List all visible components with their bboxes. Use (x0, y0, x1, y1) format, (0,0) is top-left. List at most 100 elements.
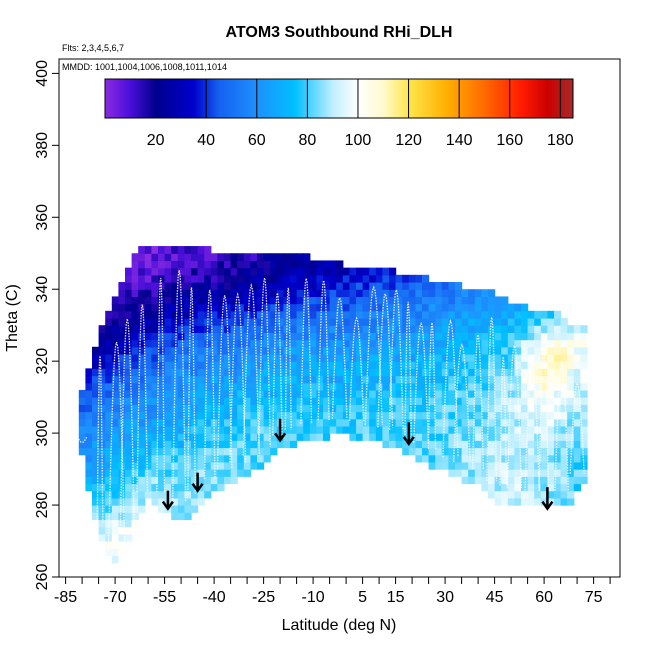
rhi-cell (303, 418, 311, 427)
rhi-cell (547, 353, 555, 362)
rhi-cell (111, 296, 119, 305)
rhi-cell (131, 375, 139, 384)
rhi-cell (534, 325, 542, 333)
rhi-cell (448, 339, 456, 348)
rhi-cell (243, 411, 251, 420)
rhi-cell (501, 310, 509, 319)
rhi-cell (111, 555, 119, 564)
rhi-cell (336, 303, 344, 312)
rhi-cell (488, 483, 496, 492)
rhi-cell (309, 361, 317, 369)
rhi-cell (270, 440, 278, 449)
rhi-cell (349, 361, 357, 369)
rhi-cell (118, 325, 126, 333)
rhi-cell (468, 310, 476, 319)
rhi-cell (230, 303, 238, 312)
rhi-cell (111, 469, 119, 477)
rhi-cell (547, 440, 555, 449)
rhi-cell (131, 433, 139, 441)
rhi-cell (158, 368, 166, 377)
rhi-cell (296, 418, 304, 427)
rhi-cell (290, 433, 298, 441)
rhi-cell (527, 490, 535, 499)
rhi-cell (105, 404, 113, 413)
rhi-cell (395, 332, 403, 341)
rhi-cell (507, 447, 515, 456)
rhi-cell (98, 339, 106, 348)
rhi-cell (131, 389, 139, 398)
rhi-cell (204, 353, 212, 362)
rhi-cell (323, 389, 331, 398)
rhi-cell (342, 274, 350, 283)
rhi-cell (296, 353, 304, 362)
x-tick-label: -70 (104, 589, 127, 606)
rhi-cell (243, 361, 251, 369)
rhi-cell (547, 461, 555, 470)
rhi-cell (230, 260, 238, 269)
rhi-cell (191, 490, 199, 499)
rhi-cell (191, 375, 199, 384)
rhi-cell (111, 454, 119, 463)
rhi-cell (296, 433, 304, 441)
rhi-cell (250, 447, 258, 456)
rhi-cell (224, 411, 232, 420)
rhi-cell (455, 389, 463, 398)
rhi-cell (283, 389, 291, 398)
rhi-cell (309, 282, 317, 290)
rhi-cell (125, 519, 133, 528)
rhi-cell (184, 368, 192, 377)
rhi-cell (125, 282, 133, 290)
rhi-cell (316, 346, 324, 355)
rhi-cell (567, 497, 575, 506)
rhi-cell (230, 310, 238, 319)
rhi-cell (461, 418, 469, 427)
rhi-cell (309, 425, 317, 434)
rhi-cell (276, 260, 284, 269)
rhi-cell (534, 440, 542, 449)
rhi-cell (336, 346, 344, 355)
rhi-cell (98, 411, 106, 420)
rhi-cell (131, 274, 139, 283)
rhi-cell (521, 339, 529, 348)
rhi-cell (138, 246, 146, 254)
rhi-cell (164, 253, 172, 262)
rhi-cell (131, 418, 139, 427)
x-tick-label: 15 (387, 589, 405, 606)
rhi-cell (138, 505, 146, 513)
rhi-cell (138, 447, 146, 456)
rhi-cell (138, 289, 146, 298)
rhi-cell (441, 289, 449, 298)
rhi-cell (92, 505, 100, 513)
rhi-cell (389, 332, 397, 341)
rhi-cell (527, 433, 535, 441)
rhi-cell (85, 397, 93, 405)
rhi-cell (554, 389, 562, 398)
rhi-cell (138, 361, 146, 369)
rhi-cell (316, 389, 324, 398)
rhi-cell (131, 497, 139, 506)
rhi-cell (204, 260, 212, 269)
rhi-cell (125, 469, 133, 477)
rhi-cell (111, 346, 119, 355)
rhi-cell (494, 353, 502, 362)
rhi-cell (191, 289, 199, 298)
rhi-cell (125, 303, 133, 312)
rhi-cell (474, 411, 482, 420)
rhi-cell (283, 368, 291, 377)
rhi-cell (118, 303, 126, 312)
rhi-cell (144, 361, 152, 369)
rhi-cell (224, 418, 232, 427)
rhi-cell (342, 389, 350, 398)
rhi-cell (468, 339, 476, 348)
rhi-cell (144, 476, 152, 485)
rhi-cell (98, 433, 106, 441)
rhi-cell (111, 318, 119, 326)
rhi-cell (527, 353, 535, 362)
rhi-cell (158, 260, 166, 269)
y-tick-label: 300 (34, 420, 51, 447)
rhi-cell (474, 469, 482, 477)
rhi-cell (243, 310, 251, 319)
rhi-cell (336, 318, 344, 326)
rhi-cell (514, 425, 522, 434)
rhi-cell (210, 433, 218, 441)
